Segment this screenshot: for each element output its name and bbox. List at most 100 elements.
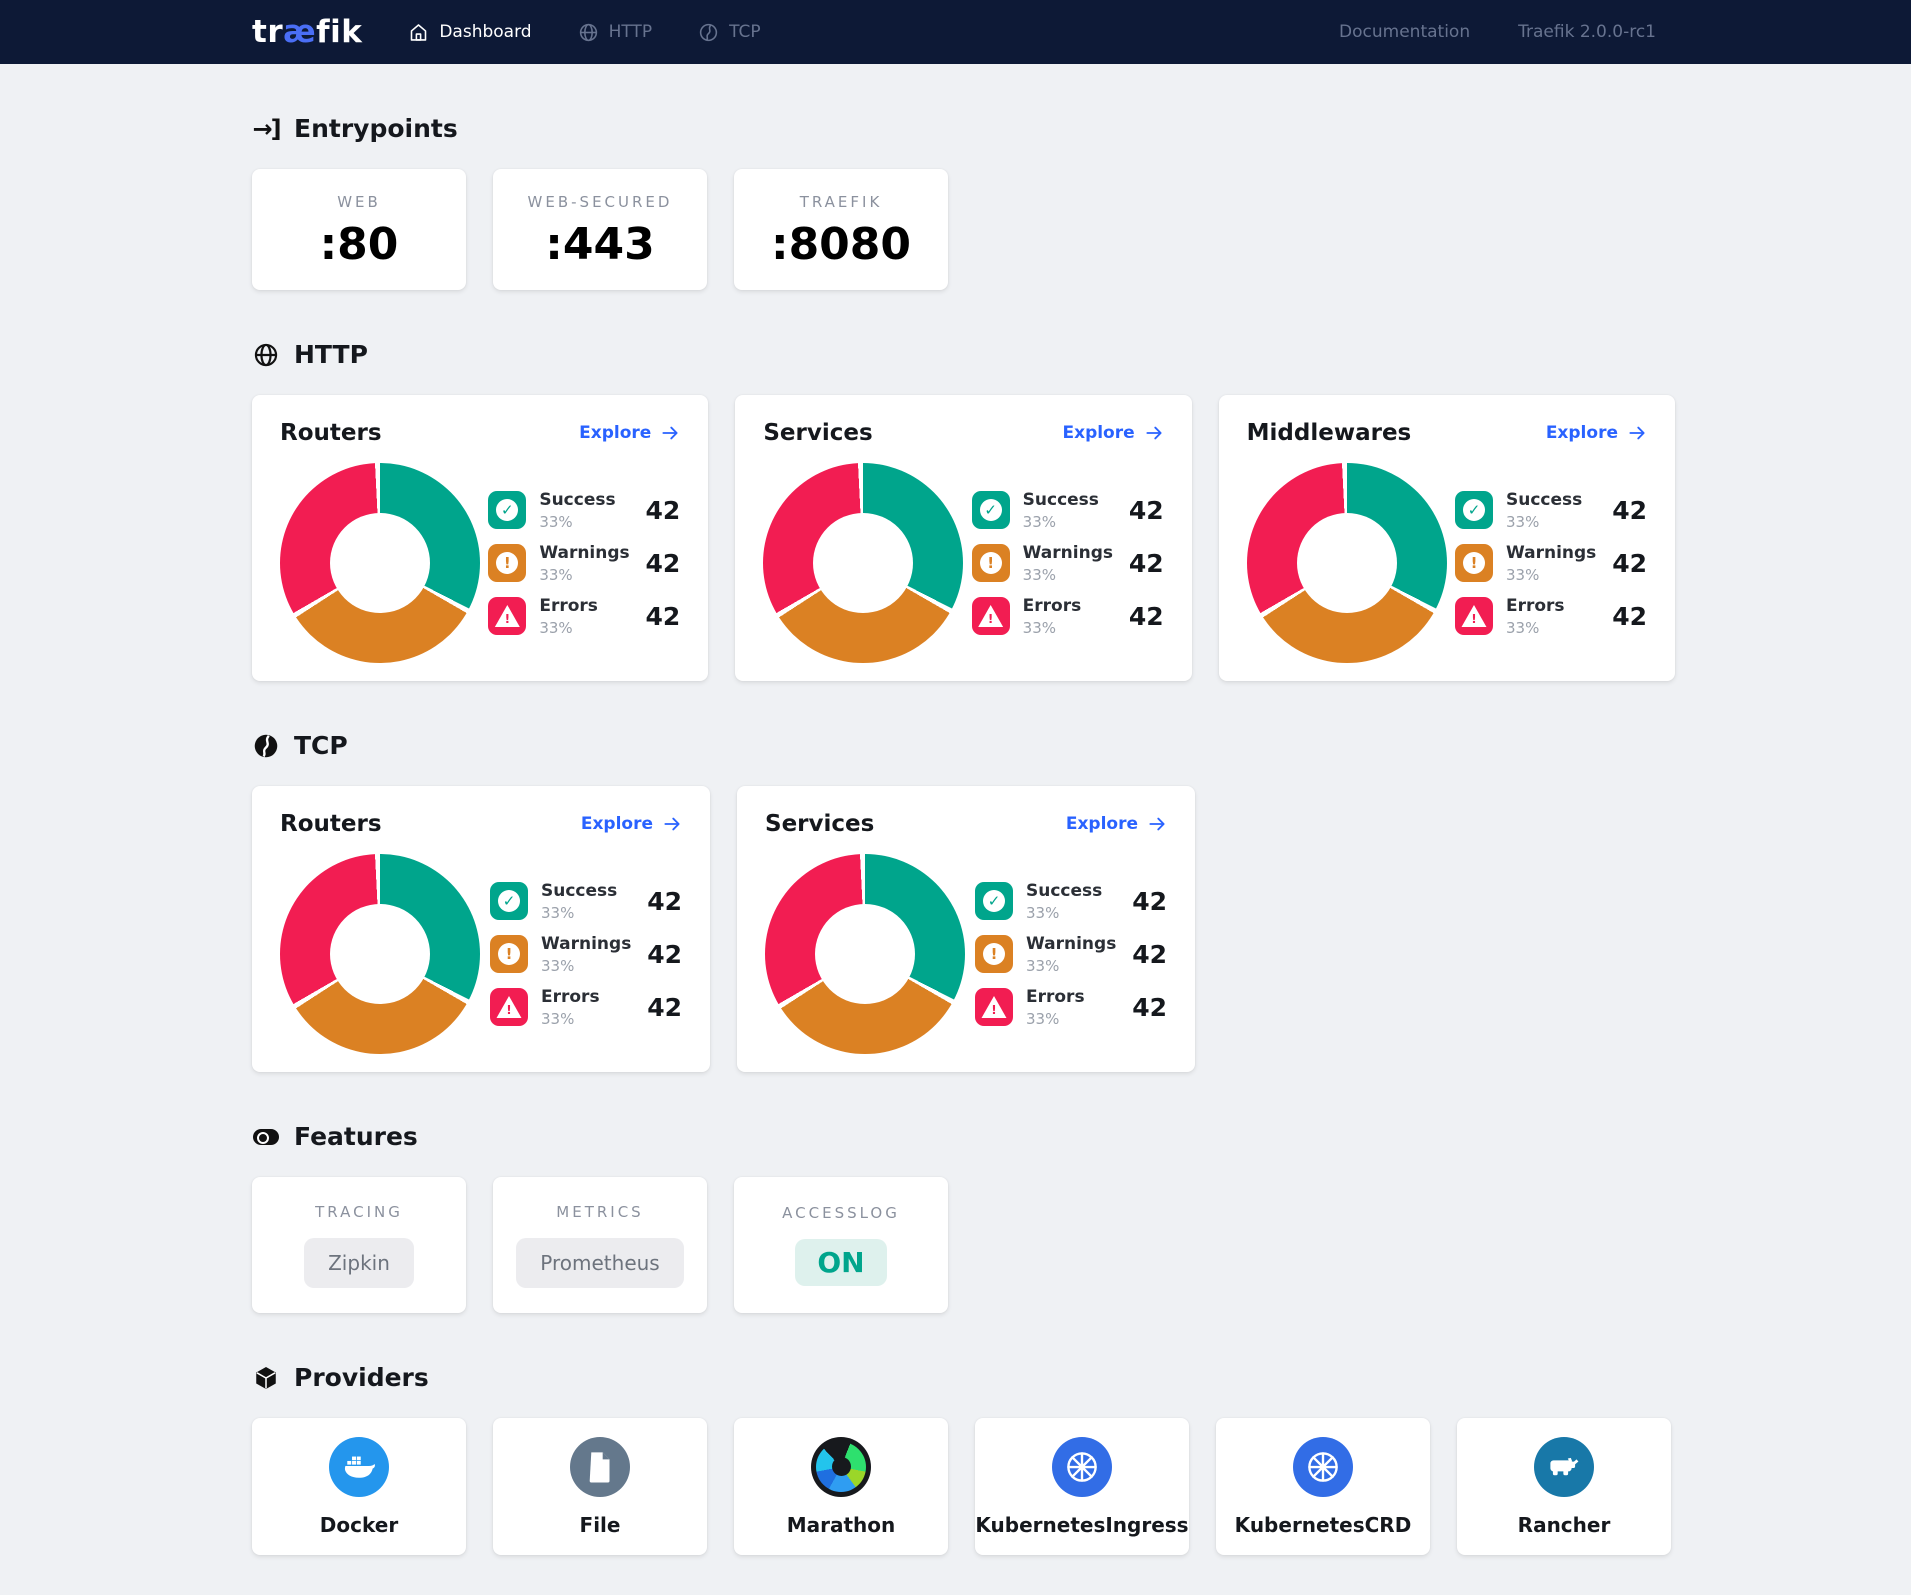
legend-row: ! Warnings 33% 42 — [975, 934, 1167, 975]
legend-label: Success — [1505, 489, 1583, 510]
entrypoint-name: TRAEFIK — [799, 192, 883, 211]
entrypoints-section: →] Entrypoints WEB :80 WEB-SECURED :443 … — [252, 114, 1675, 290]
alert-triangle-icon: ! — [1454, 597, 1493, 635]
provider-card: Marathon — [734, 1418, 948, 1555]
legend-row: ! Errors 33% 42 — [1454, 596, 1647, 637]
cube-icon — [252, 1364, 280, 1392]
donut-chart — [280, 463, 480, 663]
explore-link[interactable]: Explore — [1062, 423, 1163, 443]
legend-row: ! Warnings 33% 42 — [1454, 542, 1647, 584]
donut-chart — [763, 463, 964, 663]
provider-label: Marathon — [786, 1512, 896, 1537]
legend-label: Warnings — [1026, 933, 1117, 954]
donut-chart — [765, 854, 965, 1054]
provider-logo — [1052, 1436, 1112, 1497]
legend-row: ! Errors 33% 42 — [971, 596, 1164, 637]
kubernetes-wheel-icon — [1308, 1451, 1338, 1482]
check-circle-icon: ✓ — [971, 491, 1010, 529]
arrow-right-icon — [662, 426, 678, 440]
legend-value: 42 — [1612, 601, 1647, 631]
nav-item-label: HTTP — [608, 22, 653, 42]
legend-label: Errors — [541, 986, 600, 1007]
arrow-right-icon — [664, 817, 680, 831]
globe-icon — [578, 22, 599, 43]
legend-value: 42 — [1132, 939, 1167, 969]
documentation-link[interactable]: Documentation — [1339, 22, 1471, 42]
nav-item-http[interactable]: HTTP — [578, 22, 653, 43]
home-icon — [408, 22, 429, 43]
legend-value: 42 — [1132, 992, 1167, 1022]
alert-triangle-icon: ! — [975, 988, 1013, 1026]
legend-label: Success — [1026, 880, 1103, 901]
explore-label: Explore — [579, 423, 652, 443]
legend-row: ! Warnings 33% 42 — [490, 934, 682, 975]
legend-label: Success — [541, 880, 618, 901]
provider-label: Docker — [319, 1512, 399, 1537]
legend-value: 42 — [645, 495, 681, 525]
traefik-logo[interactable]: træfik — [252, 14, 362, 50]
legend-label: Warnings — [1505, 542, 1597, 563]
navbar: træfik Dashboard HTTP TCP Documentation … — [0, 0, 1911, 64]
legend-row: ✓ Success 33% 42 — [488, 490, 680, 531]
provider-logo — [570, 1436, 630, 1497]
tcp-icon — [698, 22, 719, 43]
donut-card: Middlewares Explore ✓ Success 33% 42 ! W… — [1218, 395, 1675, 681]
legend-percent: 33% — [1026, 956, 1060, 975]
nav-item-dashboard[interactable]: Dashboard — [408, 22, 532, 43]
explore-link[interactable]: Explore — [1546, 423, 1647, 443]
legend-value: 42 — [1128, 601, 1164, 631]
legend-row: ! Errors 33% 42 — [490, 987, 682, 1028]
legend-label: Errors — [1026, 986, 1085, 1007]
check-circle-icon: ✓ — [975, 882, 1013, 920]
nav-item-tcp[interactable]: TCP — [698, 22, 761, 43]
legend-row: ✓ Success 33% 42 — [971, 489, 1164, 531]
donut-card: Services Explore ✓ Success 33% 42 ! Warn… — [737, 786, 1195, 1072]
tcp-icon — [252, 732, 280, 760]
http-section: HTTP Routers Explore ✓ Success 33% 42 ! … — [252, 340, 1675, 681]
card-title: Routers — [280, 420, 382, 446]
docker-whale-icon — [342, 1456, 375, 1478]
card-title: Routers — [280, 811, 382, 837]
rancher-bull-icon — [1550, 1457, 1579, 1475]
section-title: Entrypoints — [294, 114, 458, 143]
explore-link[interactable]: Explore — [579, 423, 680, 443]
alert-triangle-icon: ! — [490, 988, 528, 1026]
nav-item-label: TCP — [729, 22, 761, 42]
alert-circle-icon: ! — [975, 935, 1013, 973]
arrow-right-icon — [1149, 817, 1165, 831]
providers-section: Providers Docker File Marathon Kubernete… — [252, 1363, 1675, 1555]
donut-chart — [280, 854, 480, 1054]
card-title: Middlewares — [1246, 420, 1412, 446]
explore-link[interactable]: Explore — [581, 814, 682, 834]
logo-ae: æ — [283, 14, 317, 50]
explore-link[interactable]: Explore — [1066, 814, 1167, 834]
legend-percent: 33% — [539, 512, 573, 531]
legend-label: Warnings — [539, 542, 630, 563]
marathon-icon — [816, 1441, 866, 1492]
provider-label: Rancher — [1517, 1512, 1611, 1537]
legend-value: 42 — [1612, 548, 1647, 578]
legend-percent: 33% — [541, 956, 575, 975]
entrypoint-card: WEB :80 — [252, 169, 466, 290]
entrypoint-card: TRAEFIK :8080 — [734, 169, 948, 290]
http-cards: Routers Explore ✓ Success 33% 42 ! Warni… — [252, 395, 1675, 681]
legend-label: Success — [539, 489, 616, 510]
legend-row: ! Errors 33% 42 — [975, 987, 1167, 1028]
alert-triangle-icon: ! — [971, 597, 1010, 635]
tcp-cards: Routers Explore ✓ Success 33% 42 ! Warni… — [252, 786, 1675, 1072]
donut-card: Services Explore ✓ Success 33% 42 ! Warn… — [735, 395, 1192, 681]
legend: ✓ Success 33% 42 ! Warnings 33% 42 ! Err… — [975, 881, 1167, 1028]
feature-value-chip: Zipkin — [304, 1237, 414, 1288]
legend-label: Success — [1022, 489, 1099, 510]
check-circle-icon: ✓ — [1454, 491, 1493, 529]
section-title: TCP — [294, 731, 348, 760]
provider-logo — [329, 1436, 389, 1497]
legend-row: ✓ Success 33% 42 — [975, 881, 1167, 922]
legend-row: ✓ Success 33% 42 — [490, 881, 682, 922]
feature-name: ACCESSLOG — [782, 1204, 900, 1222]
legend-percent: 33% — [539, 565, 573, 584]
provider-card: KubernetesIngress — [975, 1418, 1189, 1555]
explore-label: Explore — [1062, 423, 1135, 443]
entrypoint-port: :8080 — [770, 218, 912, 270]
provider-card: Docker — [252, 1418, 466, 1555]
